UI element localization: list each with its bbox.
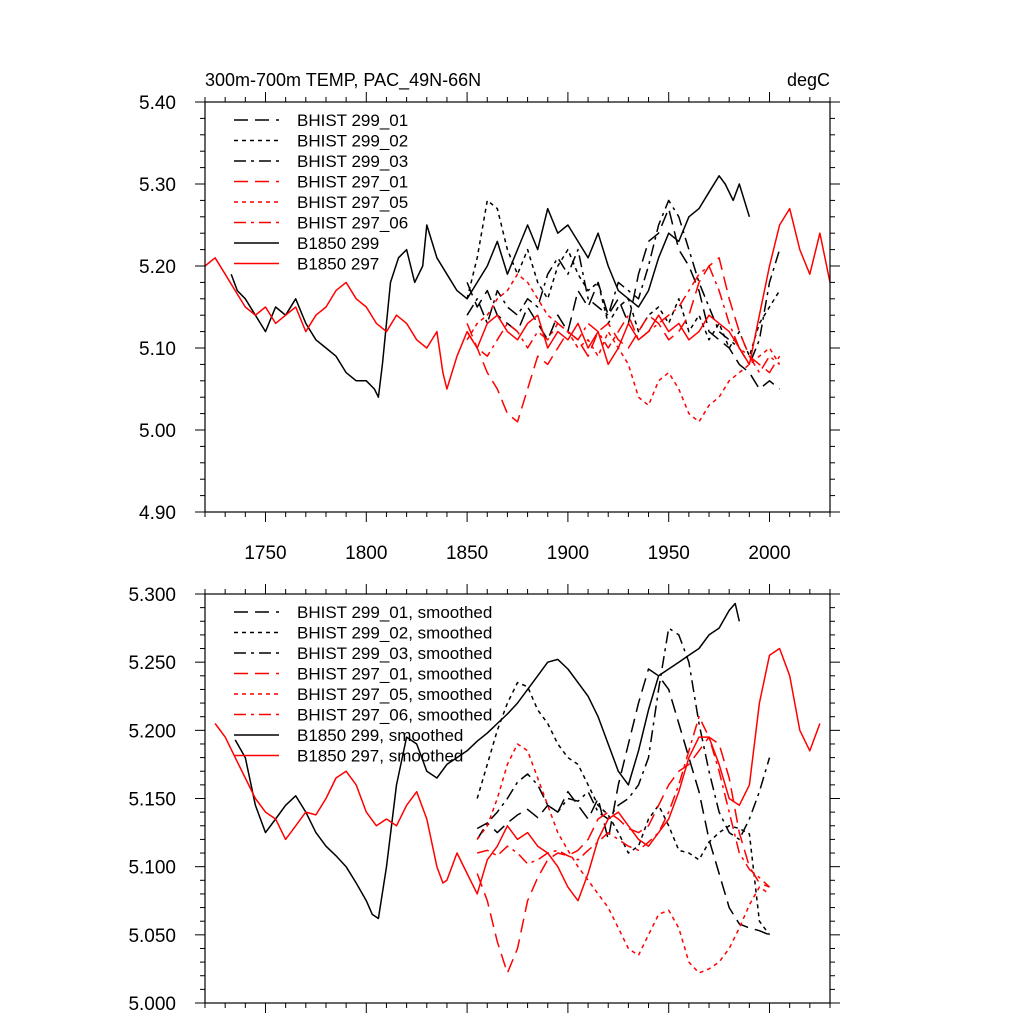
x-tick-label: 1750 bbox=[244, 543, 286, 564]
series-line-bhist-297-05-smoothed bbox=[476, 743, 770, 974]
series-line-bhist-299-02 bbox=[466, 199, 781, 357]
y-tick-label: 5.00 bbox=[139, 421, 176, 442]
series-group bbox=[214, 602, 821, 974]
series-line-bhist-297-01-smoothed bbox=[476, 736, 770, 974]
legend-label: B1850 297, smoothed bbox=[297, 747, 463, 766]
series-line-bhist-299-03 bbox=[466, 199, 781, 366]
series-line-b1850-299-smoothed bbox=[234, 602, 741, 920]
series-group bbox=[205, 175, 830, 423]
series-line-bhist-299-02-smoothed bbox=[476, 681, 771, 936]
series-line-bhist-299-01-smoothed bbox=[476, 668, 770, 936]
y-tick-label: 5.300 bbox=[128, 585, 176, 606]
y-tick-label: 5.30 bbox=[139, 175, 176, 196]
y-tick-label: 5.40 bbox=[139, 93, 176, 114]
y-tick-label: 5.200 bbox=[128, 721, 176, 742]
series-line-bhist-297-06-smoothed bbox=[477, 715, 771, 888]
y-tick-label: 5.100 bbox=[128, 858, 176, 879]
legend-label: BHIST 299_02, smoothed bbox=[297, 624, 492, 643]
legend-label: BHIST 297_01, smoothed bbox=[297, 665, 492, 684]
top-panel: 1750 1800 1850 1900 1950 2000 4.90 5.00 5.10 5.20… bbox=[139, 70, 840, 564]
bottom-panel: 5.000 5.050 5.100 5.150 5.200 5.250 5.300 BHIST… bbox=[128, 584, 840, 1015]
y-tick-label: 5.250 bbox=[128, 653, 176, 674]
legend-label: B1850 297 bbox=[297, 255, 379, 274]
series-line-bhist-299-03-smoothed bbox=[476, 627, 771, 841]
series-line-bhist-297-05 bbox=[466, 273, 781, 423]
legend-label: BHIST 299_03, smoothed bbox=[297, 644, 492, 663]
legend-label: BHIST 299_01 bbox=[297, 111, 408, 130]
series-line-b1850-299 bbox=[230, 175, 751, 398]
x-tick-label: 1900 bbox=[547, 543, 589, 564]
legend-label: BHIST 297_06, smoothed bbox=[297, 706, 492, 725]
y-tick-label: 5.000 bbox=[128, 994, 176, 1015]
y-tick-label: 5.20 bbox=[139, 257, 176, 278]
x-tick-label: 1800 bbox=[345, 543, 387, 564]
legend-label: BHIST 297_06 bbox=[297, 214, 408, 233]
legend-label: B1850 299, smoothed bbox=[297, 726, 463, 745]
legend-label: BHIST 299_01, smoothed bbox=[297, 603, 492, 622]
series-line-b1850-297 bbox=[205, 207, 830, 390]
series-line-bhist-297-01 bbox=[466, 257, 781, 423]
y-tick-label: 4.90 bbox=[139, 503, 176, 524]
legend: BHIST 299_01, smoothed BHIST 299_02, smoo… bbox=[234, 603, 492, 766]
legend-label: BHIST 299_03 bbox=[297, 152, 408, 171]
units-label: degC bbox=[787, 70, 830, 90]
series-line-bhist-297-06 bbox=[466, 265, 781, 374]
y-tick-label: 5.10 bbox=[139, 339, 176, 360]
x-tick-label: 2000 bbox=[748, 543, 790, 564]
plot-frame bbox=[204, 101, 831, 513]
chart-title: 300m-700m TEMP, PAC_49N-66N bbox=[205, 70, 481, 91]
series-line-b1850-297-smoothed bbox=[214, 647, 821, 902]
legend-label: BHIST 297_01 bbox=[297, 173, 408, 192]
legend-label: BHIST 297_05, smoothed bbox=[297, 685, 492, 704]
x-tick-label: 1850 bbox=[446, 543, 488, 564]
x-tick-label: 1950 bbox=[648, 543, 690, 564]
legend-label: BHIST 297_05 bbox=[297, 193, 408, 212]
legend-label: BHIST 299_02 bbox=[297, 132, 408, 151]
y-tick-label: 5.050 bbox=[128, 926, 176, 947]
y-tick-label: 5.150 bbox=[128, 790, 176, 811]
legend-label: B1850 299 bbox=[297, 234, 379, 253]
series-line-bhist-299-01 bbox=[466, 207, 781, 390]
